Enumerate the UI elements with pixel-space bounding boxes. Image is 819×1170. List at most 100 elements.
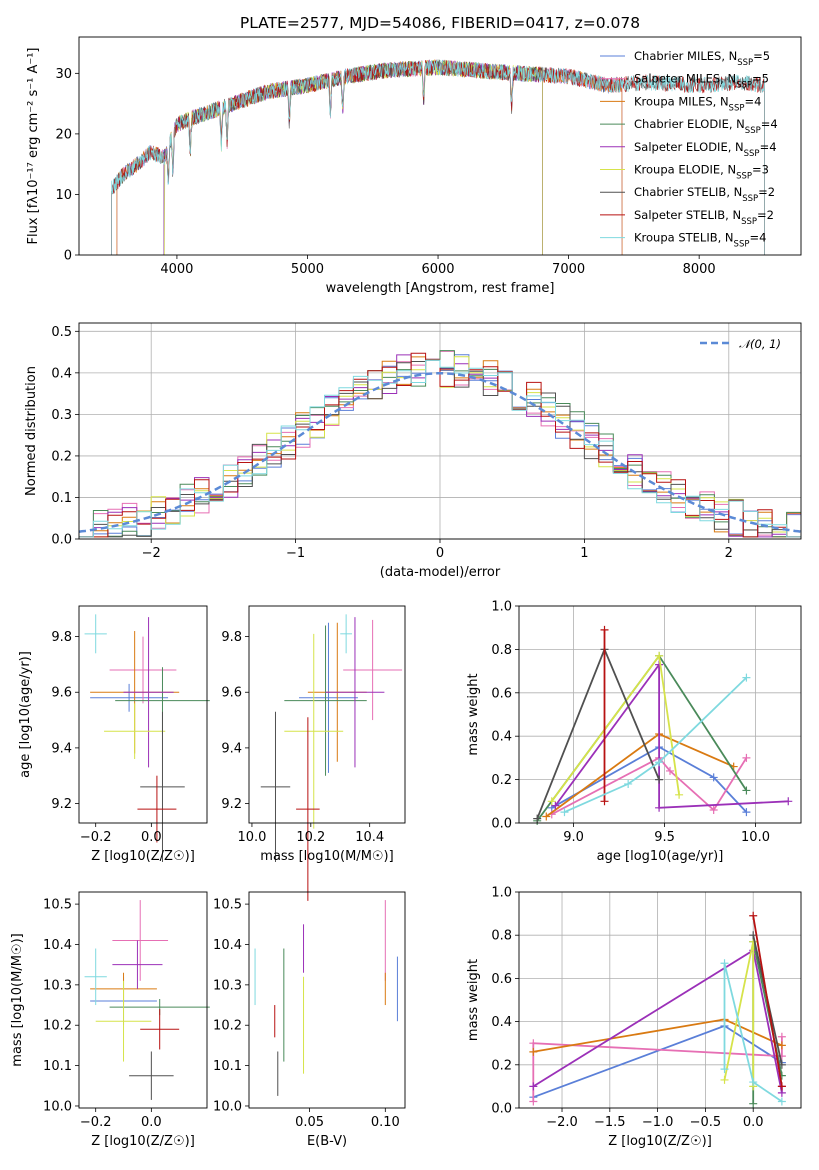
y-tick-label: 0.8 xyxy=(491,929,512,944)
gaussian-curve xyxy=(78,372,802,533)
mass-weight-marker xyxy=(655,803,664,812)
mass-weight-marker xyxy=(529,1047,538,1056)
y-tick-label: 0.1 xyxy=(51,491,72,506)
panel-spectrum: 4000 5000 6000 7000 8000 0 10 20 30 wavelength [A… xyxy=(26,36,802,296)
x-tick-label: 10.4 xyxy=(355,830,384,845)
panel-Z_vs_mass: −0.2 0.0 10.0 10.1 10.2 10.3 10.4 10.5 Z [log10(… xyxy=(10,891,210,1149)
legend-label-subscript: SSP xyxy=(729,103,745,113)
y-tick-label: 0.0 xyxy=(491,1102,512,1117)
mass-weight-marker xyxy=(533,814,542,823)
y-tick-label: 9.2 xyxy=(51,797,72,812)
legend-label: 𝒩(0, 1) xyxy=(739,337,781,351)
y-tick-label: 9.6 xyxy=(51,686,72,701)
mass-weight-marker xyxy=(709,805,718,814)
plot-area xyxy=(254,900,398,1096)
y-tick-label: 10.1 xyxy=(43,1059,72,1074)
y-tick-label: 0.0 xyxy=(51,533,72,548)
mass-weight-line xyxy=(536,647,660,820)
x-tick-label: −0.2 xyxy=(80,830,112,845)
mass-weight-line xyxy=(564,676,748,813)
mass-weight-marker xyxy=(784,797,793,806)
y-tick-label: 0.6 xyxy=(491,972,512,987)
x-tick-label: −0.2 xyxy=(80,1115,112,1130)
y-tick-label: 10.3 xyxy=(43,978,72,993)
legend-label: Salpeter STELIB, NSSP=2 xyxy=(634,208,774,227)
y-tick-label: 10.2 xyxy=(213,1019,242,1034)
x-tick-label: 2 xyxy=(725,546,733,561)
y-tick-label: 9.4 xyxy=(221,741,242,756)
y-tick-label: 0.8 xyxy=(491,643,512,658)
legend-label: Salpeter ELODIE, NSSP=4 xyxy=(634,140,777,159)
x-tick-label: 6000 xyxy=(421,262,454,277)
panel-age_vs_mass_weight: 9.0 9.5 10.0 0.0 0.2 0.4 0.6 0.8 1.0 age [log10(a… xyxy=(466,600,802,864)
mass-weight-marker xyxy=(547,797,556,806)
y-tick-label: 9.6 xyxy=(221,686,242,701)
mass-weight-marker xyxy=(529,1082,538,1091)
mass-weight-marker xyxy=(742,753,751,762)
axes-frame xyxy=(518,891,802,1109)
mass-weight-line xyxy=(551,756,748,816)
panel-EBV_vs_mass: 0.05 0.10 10.0 10.1 10.2 10.3 10.4 10.5 E(B-V) xyxy=(213,891,406,1149)
y-tick-label: 0.0 xyxy=(491,817,512,832)
plot-area xyxy=(533,625,793,825)
mass-weight-marker xyxy=(655,651,664,660)
mass-weight-marker xyxy=(600,625,609,634)
x-tick-label: 9.5 xyxy=(654,830,675,845)
plot-area xyxy=(529,911,786,1108)
x-axis-label: wavelength [Angstrom, rest frame] xyxy=(326,281,555,296)
x-tick-label: 5000 xyxy=(291,262,324,277)
mass-weight-marker xyxy=(720,1065,729,1074)
legend-label-value: =2 xyxy=(757,208,774,222)
axes-frame xyxy=(248,605,406,824)
x-tick-label: 0.05 xyxy=(295,1115,324,1130)
y-tick-label: 0.2 xyxy=(491,773,512,788)
figure-title: PLATE=2577, MJD=54086, FIBERID=0417, z=0… xyxy=(240,14,640,32)
mass-weight-marker xyxy=(529,1097,538,1106)
legend-label-subscript: SSP xyxy=(745,126,761,136)
y-tick-label: 9.2 xyxy=(221,797,242,812)
y-tick-label: 9.8 xyxy=(221,630,242,645)
y-tick-label: 20 xyxy=(55,127,72,142)
x-tick-label: −0.5 xyxy=(690,1115,722,1130)
legend-label-subscript: SSP xyxy=(737,58,753,68)
x-tick-label: 0.0 xyxy=(141,1115,162,1130)
mass-weight-marker xyxy=(777,1060,786,1069)
y-tick-label: 10.3 xyxy=(213,978,242,993)
x-tick-label: 0.0 xyxy=(141,830,162,845)
x-tick-label: 0.10 xyxy=(371,1115,400,1130)
mass-weight-marker xyxy=(742,808,751,817)
spectrum-series-line xyxy=(116,60,623,256)
histogram-step xyxy=(79,359,801,538)
axes-frame xyxy=(78,36,802,256)
mass-weight-line xyxy=(723,963,783,1103)
mass-weight-line xyxy=(554,661,789,809)
y-tick-label: 0.4 xyxy=(491,1015,512,1030)
mass-weight-marker xyxy=(655,758,664,767)
y-tick-label: 30 xyxy=(55,67,72,82)
mass-weight-marker xyxy=(666,766,675,775)
y-tick-label: 10.4 xyxy=(213,938,242,953)
legend-label-subscript: SSP xyxy=(741,217,757,227)
mass-weight-marker xyxy=(720,959,729,968)
x-tick-label: 10.0 xyxy=(741,830,770,845)
x-tick-label: 8000 xyxy=(683,262,716,277)
x-tick-label: 0.0 xyxy=(743,1115,764,1130)
y-axis-label: mass weight xyxy=(466,673,481,755)
legend-label-value: =4 xyxy=(744,94,761,108)
legend-label-subscript: SSP xyxy=(736,172,752,182)
x-tick-label: 7000 xyxy=(552,262,585,277)
legend-label-subscript: SSP xyxy=(734,240,750,250)
mass-weight-line xyxy=(551,745,748,813)
x-tick-label: 0 xyxy=(436,546,444,561)
y-tick-label: 10.0 xyxy=(43,1099,72,1114)
y-axis-label: Flux [fλ10⁻¹⁷ erg cm⁻² s⁻¹ A⁻¹] xyxy=(26,48,41,245)
y-tick-label: 10.5 xyxy=(213,898,242,913)
legend-label-value: =5 xyxy=(752,72,769,86)
y-tick-label: 10.1 xyxy=(213,1059,242,1074)
spectrum-series-line xyxy=(111,59,765,255)
legend-label-value: =4 xyxy=(761,117,778,131)
x-axis-label: age [log10(age/yr)] xyxy=(597,849,724,864)
x-tick-label: 10.2 xyxy=(296,830,325,845)
y-tick-label: 0.4 xyxy=(491,730,512,745)
axes-frame xyxy=(78,605,208,824)
